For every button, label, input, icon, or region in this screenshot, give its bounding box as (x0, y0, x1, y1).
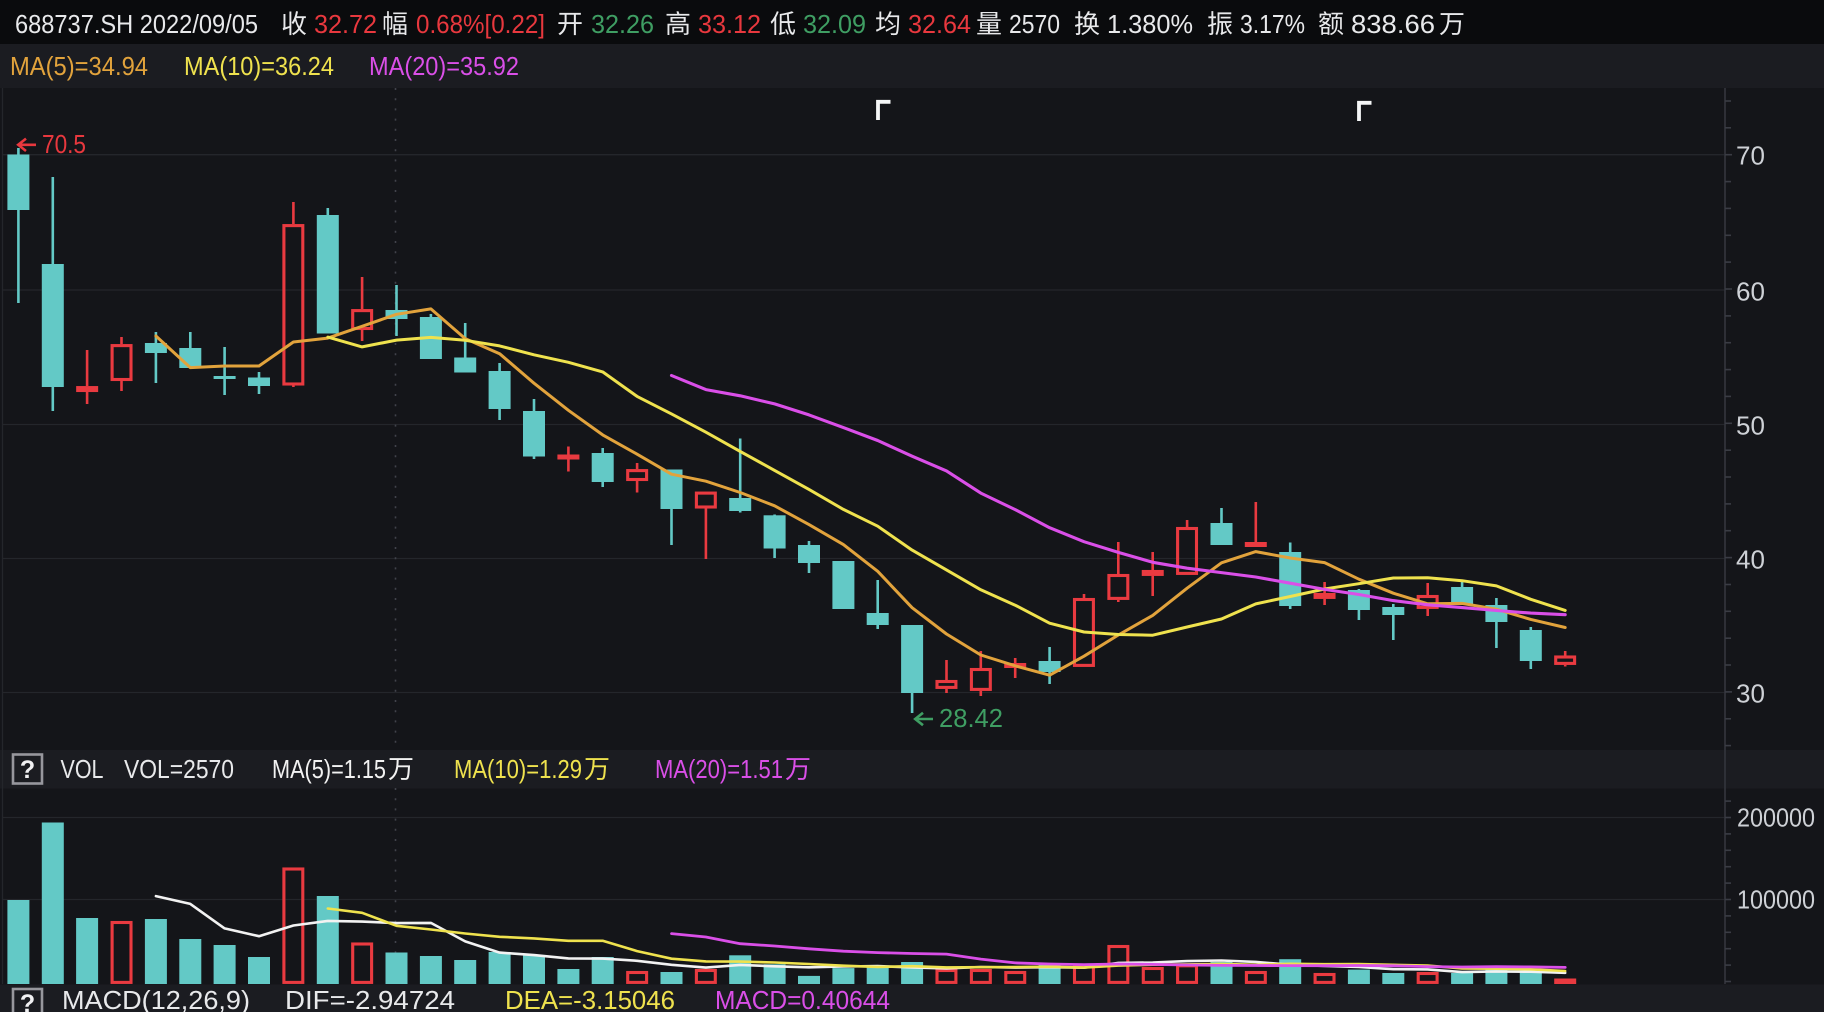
svg-text:MACD=0.40644: MACD=0.40644 (715, 985, 890, 1012)
svg-text:?: ? (20, 756, 35, 784)
svg-text:MA(20)=35.92: MA(20)=35.92 (369, 51, 519, 81)
svg-text:MA(10)=36.24: MA(10)=36.24 (184, 51, 334, 81)
svg-text:30: 30 (1736, 679, 1765, 709)
svg-text:70.5: 70.5 (42, 129, 86, 159)
svg-text:32.64: 32.64 (908, 9, 971, 39)
svg-text:3.17%: 3.17% (1240, 9, 1305, 39)
svg-text:688737.SH 2022/09/05: 688737.SH 2022/09/05 (15, 9, 258, 39)
svg-text:VOL=2570: VOL=2570 (124, 754, 234, 784)
svg-text:MA(5)=34.94: MA(5)=34.94 (10, 51, 148, 81)
svg-text:DEA=-3.15046: DEA=-3.15046 (505, 985, 675, 1012)
svg-text:28.42: 28.42 (939, 703, 1003, 733)
svg-text:?: ? (20, 990, 35, 1012)
svg-text:200000: 200000 (1737, 803, 1815, 833)
svg-text:DIF=-2.94724: DIF=-2.94724 (285, 985, 455, 1012)
svg-text:2570: 2570 (1009, 9, 1060, 39)
svg-text:MACD(12,26,9): MACD(12,26,9) (62, 985, 250, 1012)
svg-text:33.12: 33.12 (698, 9, 761, 39)
svg-text:VOL: VOL (61, 754, 104, 784)
svg-text:838.66: 838.66 (1351, 9, 1435, 39)
svg-text:40: 40 (1736, 545, 1765, 575)
svg-text:32.26: 32.26 (591, 9, 654, 39)
svg-text:1.380%: 1.380% (1107, 9, 1193, 39)
svg-text:60: 60 (1736, 277, 1765, 307)
svg-text:MA(20)=1.51: MA(20)=1.51 (655, 754, 783, 784)
svg-text:50: 50 (1736, 411, 1765, 441)
svg-text:70: 70 (1736, 140, 1765, 170)
svg-text:0.68%[0.22]: 0.68%[0.22] (416, 9, 545, 39)
svg-text:MA(5)=1.15: MA(5)=1.15 (272, 754, 386, 784)
svg-text:100000: 100000 (1737, 885, 1815, 915)
svg-text:32.09: 32.09 (803, 9, 866, 39)
svg-text:32.72: 32.72 (314, 9, 377, 39)
svg-text:MA(10)=1.29: MA(10)=1.29 (454, 754, 582, 784)
